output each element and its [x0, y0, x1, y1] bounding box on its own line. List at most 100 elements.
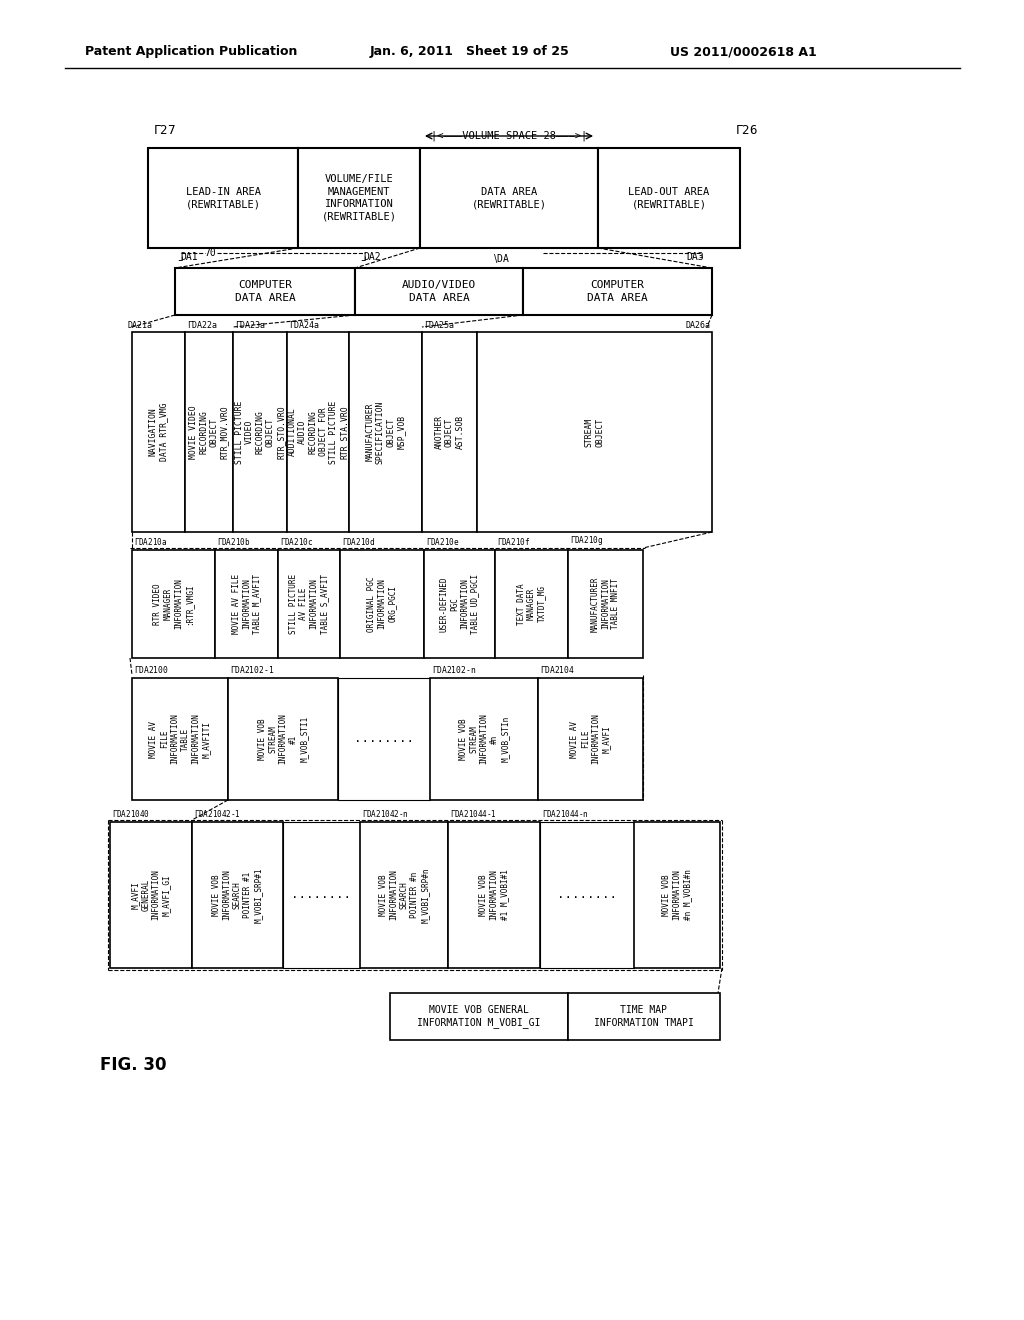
- Bar: [355, 268, 523, 315]
- Text: $\Gamma$DA21040: $\Gamma$DA21040: [112, 808, 150, 818]
- Text: VOLUME/FILE
MANAGEMENT
INFORMATION
(REWRITABLE): VOLUME/FILE MANAGEMENT INFORMATION (REWR…: [322, 174, 396, 222]
- Text: 70: 70: [204, 248, 216, 257]
- Text: MANUFACTURER
SPECIFICATION
OBJECT
MSP_VOB: MANUFACTURER SPECIFICATION OBJECT MSP_VO…: [366, 400, 406, 463]
- Text: LEAD-IN AREA
(REWRITABLE): LEAD-IN AREA (REWRITABLE): [185, 187, 260, 209]
- Text: $\Gamma$DA21042-n: $\Gamma$DA21042-n: [362, 808, 409, 818]
- Text: LEAD-OUT AREA
(REWRITABLE): LEAD-OUT AREA (REWRITABLE): [629, 187, 710, 209]
- Text: MOVIE VOB
INFORMATION
#1 M_VOBI#1: MOVIE VOB INFORMATION #1 M_VOBI#1: [479, 870, 509, 920]
- Text: ADDITIONAL
AUDIO
RECORDING
OBJECT FOR
STILL PICTURE
RTR_STA.VRO: ADDITIONAL AUDIO RECORDING OBJECT FOR ST…: [288, 400, 348, 463]
- Text: Patent Application Publication: Patent Application Publication: [85, 45, 297, 58]
- Bar: [132, 550, 215, 657]
- Text: $\Gamma$DA2104: $\Gamma$DA2104: [540, 664, 574, 675]
- Text: $\Gamma$DA22a: $\Gamma$DA22a: [187, 319, 218, 330]
- Text: TIME MAP
INFORMATION TMAPI: TIME MAP INFORMATION TMAPI: [594, 1006, 694, 1028]
- Text: MOVIE VOB
INFORMATION
#n M_VOBI#n: MOVIE VOB INFORMATION #n M_VOBI#n: [663, 870, 692, 920]
- Text: MOVIE AV FILE
INFORMATION
TABLE M_AVFIT: MOVIE AV FILE INFORMATION TABLE M_AVFIT: [231, 574, 261, 634]
- Bar: [424, 550, 495, 657]
- Bar: [233, 333, 287, 532]
- Text: MOVIE VOB
STREAM
INFORMATION
#1
M_VOB_STI1: MOVIE VOB STREAM INFORMATION #1 M_VOB_ST…: [258, 714, 308, 764]
- Text: USER-DEFINED
PGC
INFORMATION
TABLE UD_PGCI: USER-DEFINED PGC INFORMATION TABLE UD_PG…: [439, 574, 479, 634]
- Text: ORIGINAL PGC
INFORMATION
ORG_PGCI: ORIGINAL PGC INFORMATION ORG_PGCI: [367, 577, 397, 632]
- Text: $\Gamma$DA2102-n: $\Gamma$DA2102-n: [432, 664, 476, 675]
- Text: MOVIE VOB
INFORMATION
SEARCH
POINTER #n
M_VOBI_SRP#n: MOVIE VOB INFORMATION SEARCH POINTER #n …: [379, 867, 429, 923]
- Bar: [298, 148, 420, 248]
- Text: $\Gamma$DA210d: $\Gamma$DA210d: [342, 536, 375, 546]
- Text: US 2011/0002618 A1: US 2011/0002618 A1: [670, 45, 817, 58]
- Bar: [568, 993, 720, 1040]
- Text: MOVIE VOB
INFORMATION
SEARCH
POINTER #1
M_VOBI_SRP#1: MOVIE VOB INFORMATION SEARCH POINTER #1 …: [212, 867, 263, 923]
- Text: $\Gamma$DA210b: $\Gamma$DA210b: [217, 536, 250, 546]
- Text: DA21a: DA21a: [127, 321, 152, 330]
- Text: MOVIE VIDEO
RECORDING
OBJECT
RTR_MOV.VRO: MOVIE VIDEO RECORDING OBJECT RTR_MOV.VRO: [188, 405, 229, 459]
- Bar: [360, 822, 449, 968]
- Bar: [598, 148, 740, 248]
- Text: STREAM
OBJECT: STREAM OBJECT: [585, 417, 604, 446]
- Text: $\Gamma$DA210c: $\Gamma$DA210c: [280, 536, 313, 546]
- Bar: [477, 333, 712, 532]
- Text: $\Gamma$DA25a: $\Gamma$DA25a: [424, 319, 455, 330]
- Text: $\Gamma$DA210e: $\Gamma$DA210e: [426, 536, 460, 546]
- Text: $\Gamma$DA21044-n: $\Gamma$DA21044-n: [542, 808, 589, 818]
- Text: STILL PICTURE
AV FILE
INFORMATION
TABLE S_AVFIT: STILL PICTURE AV FILE INFORMATION TABLE …: [289, 574, 329, 634]
- Text: Jan. 6, 2011   Sheet 19 of 25: Jan. 6, 2011 Sheet 19 of 25: [370, 45, 569, 58]
- Bar: [132, 333, 185, 532]
- Text: $\Gamma$DA21042-1: $\Gamma$DA21042-1: [194, 808, 241, 818]
- Text: STILL PICTURE
VIDEO
RECORDING
OBJECT
RTR_STO.VRO: STILL PICTURE VIDEO RECORDING OBJECT RTR…: [234, 400, 286, 463]
- Text: DA2: DA2: [362, 252, 381, 261]
- Bar: [340, 550, 424, 657]
- Text: $\lrcorner$: $\lrcorner$: [177, 249, 183, 263]
- Text: AUDIO/VIDEO
DATA AREA: AUDIO/VIDEO DATA AREA: [401, 280, 476, 302]
- Text: $\Gamma$DA210a: $\Gamma$DA210a: [134, 536, 167, 546]
- Text: |<———VOLUME SPACE 28———>|: |<———VOLUME SPACE 28———>|: [431, 131, 587, 141]
- Text: $\Gamma$DA210g: $\Gamma$DA210g: [570, 535, 603, 546]
- Text: FIG. 30: FIG. 30: [100, 1056, 167, 1074]
- Text: $\lrcorner$: $\lrcorner$: [360, 249, 367, 263]
- Text: DA26a: DA26a: [685, 321, 710, 330]
- Text: $\backslash$DA: $\backslash$DA: [493, 252, 510, 265]
- Bar: [568, 550, 643, 657]
- Text: ANOTHER
OBJECT
AST.SOB: ANOTHER OBJECT AST.SOB: [434, 414, 465, 449]
- Bar: [228, 678, 338, 800]
- Bar: [430, 678, 538, 800]
- Text: COMPUTER
DATA AREA: COMPUTER DATA AREA: [587, 280, 647, 302]
- Text: ........: ........: [557, 888, 617, 902]
- Text: RTR VIDEO
MANAGER
INFORMATION
:RTR_VMGI: RTR VIDEO MANAGER INFORMATION :RTR_VMGI: [154, 578, 194, 630]
- Text: TEXT DATA
MANAGER
TXTDT_MG: TEXT DATA MANAGER TXTDT_MG: [516, 583, 547, 624]
- Text: DATA AREA
(REWRITABLE): DATA AREA (REWRITABLE): [471, 187, 547, 209]
- Text: DA3: DA3: [686, 252, 705, 261]
- Text: NAVIGATION
DATA RTR_VMG: NAVIGATION DATA RTR_VMG: [148, 403, 168, 461]
- Text: ........: ........: [354, 733, 414, 746]
- Text: $\Gamma$DA21044-1: $\Gamma$DA21044-1: [450, 808, 497, 818]
- Bar: [215, 550, 278, 657]
- Bar: [185, 333, 233, 532]
- Bar: [390, 993, 568, 1040]
- Text: $\lrcorner$: $\lrcorner$: [698, 249, 705, 260]
- Text: COMPUTER
DATA AREA: COMPUTER DATA AREA: [234, 280, 295, 302]
- Bar: [132, 678, 228, 800]
- Text: MOVIE AV
FILE
INFORMATION
M_AVFI: MOVIE AV FILE INFORMATION M_AVFI: [570, 714, 610, 764]
- Bar: [523, 268, 712, 315]
- Bar: [148, 148, 298, 248]
- Text: MANUFACTURER
INFORMATION
TABLE MNFIT: MANUFACTURER INFORMATION TABLE MNFIT: [591, 577, 621, 632]
- Bar: [538, 678, 643, 800]
- Text: $\Gamma$27: $\Gamma$27: [153, 124, 176, 136]
- Bar: [287, 333, 349, 532]
- Text: $\Gamma$DA2100: $\Gamma$DA2100: [134, 664, 169, 675]
- Bar: [278, 550, 340, 657]
- Text: M_AVFI
GENERAL
INFORMATION
M_AVFI_GI: M_AVFI GENERAL INFORMATION M_AVFI_GI: [131, 870, 171, 920]
- Bar: [338, 678, 430, 800]
- Text: $\Gamma$DA2102-1: $\Gamma$DA2102-1: [230, 664, 274, 675]
- Bar: [634, 822, 720, 968]
- Text: MOVIE VOB
STREAM
INFORMATION
#n
M_VOB_STIn: MOVIE VOB STREAM INFORMATION #n M_VOB_ST…: [459, 714, 509, 764]
- Text: $\Gamma$DA210f: $\Gamma$DA210f: [497, 536, 530, 546]
- Text: MOVIE AV
FILE
INFORMATION
TABLE
INFORMATION
M_AVFITI: MOVIE AV FILE INFORMATION TABLE INFORMAT…: [150, 714, 211, 764]
- Text: MOVIE VOB GENERAL
INFORMATION M_VOBI_GI: MOVIE VOB GENERAL INFORMATION M_VOBI_GI: [418, 1005, 541, 1028]
- Text: ........: ........: [292, 888, 351, 902]
- Bar: [420, 148, 598, 248]
- Bar: [193, 822, 283, 968]
- Bar: [540, 822, 634, 968]
- Text: $\Gamma$DA24a: $\Gamma$DA24a: [289, 319, 321, 330]
- Bar: [422, 333, 477, 532]
- Bar: [349, 333, 422, 532]
- Text: DA1: DA1: [180, 252, 198, 261]
